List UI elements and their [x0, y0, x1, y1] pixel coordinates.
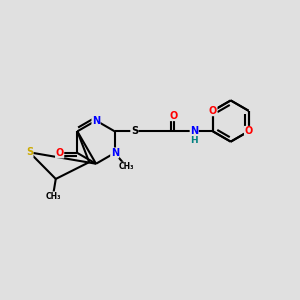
Text: O: O [209, 106, 217, 116]
Text: N: N [190, 126, 198, 136]
Text: CH₃: CH₃ [119, 162, 134, 171]
Text: H: H [190, 136, 198, 145]
Text: O: O [169, 111, 178, 121]
Text: O: O [56, 148, 64, 158]
Text: N: N [111, 148, 119, 158]
Text: CH₃: CH₃ [45, 192, 61, 201]
Text: S: S [131, 126, 138, 136]
Text: S: S [26, 147, 33, 157]
Text: O: O [244, 126, 253, 136]
Text: N: N [92, 116, 100, 126]
